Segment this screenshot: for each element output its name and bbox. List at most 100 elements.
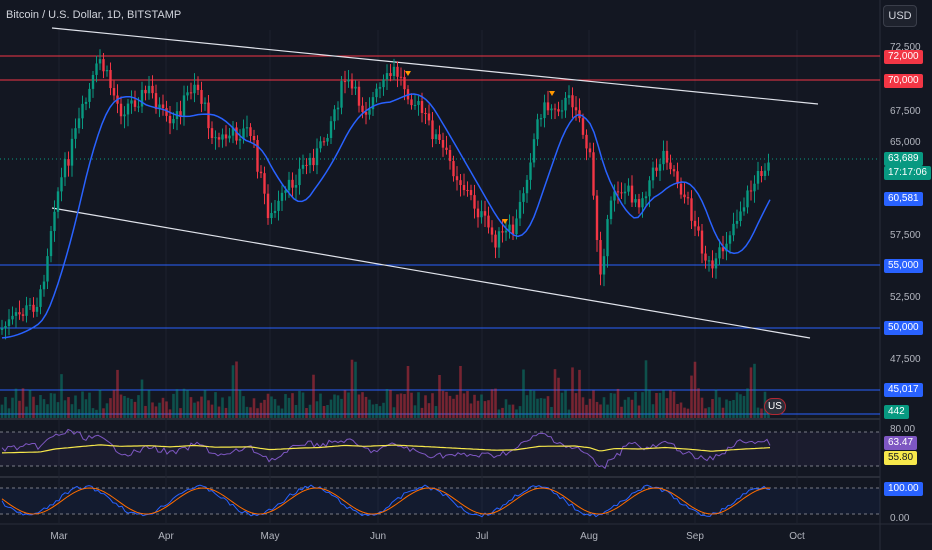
- volume-bar: [105, 403, 109, 418]
- candle-body: [560, 110, 564, 112]
- date-label-mar: Mar: [50, 531, 68, 542]
- rsi-tick: 80.00: [890, 424, 916, 435]
- volume-bar: [735, 392, 739, 418]
- signal-marker-icon: [405, 71, 411, 76]
- candle-body: [399, 76, 403, 78]
- candle-body: [536, 119, 539, 140]
- candle-body: [749, 190, 753, 192]
- volume-bar: [714, 389, 718, 418]
- volume-bar: [725, 399, 728, 418]
- volume-bar: [483, 401, 487, 418]
- candle-body: [179, 111, 182, 118]
- volume-bar: [588, 398, 592, 418]
- volume-bar: [550, 406, 553, 418]
- candle-body: [91, 74, 95, 89]
- volume-bar: [564, 390, 567, 418]
- candle-body: [599, 240, 602, 275]
- candle-body: [322, 141, 326, 143]
- volume-bar: [298, 390, 301, 418]
- signal-marker-icon: [502, 219, 508, 224]
- flag-icon[interactable]: US: [764, 398, 786, 415]
- candle-body: [679, 183, 683, 195]
- volume-bar: [385, 389, 389, 418]
- candle-body: [739, 211, 742, 221]
- candle-body: [245, 127, 249, 129]
- candle-body: [648, 180, 651, 197]
- price-tag-55000: 55,000: [884, 259, 923, 273]
- volume-bar: [389, 389, 392, 418]
- volume-bar: [182, 388, 186, 418]
- candle-body: [144, 89, 147, 94]
- candle-body: [746, 190, 749, 208]
- candle-body: [658, 164, 662, 171]
- candle-body: [578, 110, 581, 119]
- volume-bar: [11, 397, 14, 418]
- candle-body: [126, 103, 130, 115]
- candle-body: [305, 164, 308, 166]
- volume-bar: [739, 394, 742, 418]
- stoch-value-tag: 100.00: [884, 482, 923, 496]
- candle-body: [697, 226, 700, 231]
- candle-body: [235, 127, 238, 141]
- volume-bar: [242, 396, 245, 418]
- candle-body: [14, 312, 18, 316]
- volume-bar: [683, 407, 686, 418]
- candle-body: [431, 120, 434, 140]
- candle-body: [550, 108, 553, 111]
- volume-bar: [18, 400, 21, 418]
- candle-body: [693, 220, 697, 227]
- candle-body: [154, 93, 158, 110]
- candle-body: [270, 213, 273, 219]
- candle-body: [413, 104, 417, 106]
- volume-bar: [410, 392, 413, 418]
- volume-bar: [613, 393, 616, 418]
- volume-bar: [25, 406, 28, 418]
- volume-bar: [651, 404, 655, 418]
- candle-body: [343, 81, 347, 83]
- stoch-tick: 0.00: [890, 513, 910, 524]
- candle-body: [728, 235, 732, 244]
- candle-body: [49, 231, 53, 257]
- volume-bar: [494, 388, 497, 418]
- candle-body: [53, 211, 56, 232]
- candle-body: [217, 137, 221, 140]
- volume-bar: [350, 359, 354, 418]
- volume-bar: [14, 388, 18, 418]
- candle-body: [714, 258, 718, 269]
- candle-body: [70, 138, 74, 166]
- candle-body: [546, 102, 550, 111]
- candle-body: [266, 193, 270, 219]
- volume-bar: [74, 395, 77, 418]
- volume-bar: [378, 406, 382, 418]
- candle-body: [182, 95, 186, 118]
- volume-bar: [756, 407, 760, 418]
- volume-bar: [368, 399, 371, 418]
- candle-body: [378, 87, 382, 89]
- candle-body: [644, 196, 648, 199]
- candle-body: [193, 84, 196, 94]
- volume-bar: [501, 407, 504, 418]
- volume-bar: [546, 396, 550, 418]
- volume-bar: [459, 365, 462, 418]
- volume-bar: [158, 402, 161, 418]
- candle-body: [385, 73, 389, 80]
- volume-bar: [627, 397, 630, 418]
- candle-body: [473, 195, 476, 209]
- volume-bar: [592, 390, 595, 418]
- volume-bar: [697, 388, 700, 418]
- candle-body: [88, 88, 91, 102]
- candle-body: [203, 102, 207, 104]
- candle-body: [753, 183, 756, 192]
- currency-button[interactable]: USD: [883, 5, 917, 27]
- volume-bar: [308, 404, 312, 418]
- volume-bar: [249, 407, 252, 418]
- candle-body: [238, 139, 242, 141]
- volume-bar: [469, 403, 473, 418]
- last-price-tag: 63,689: [884, 152, 923, 166]
- candle-body: [525, 179, 529, 194]
- volume-bar: [742, 395, 746, 418]
- price-tag-72000: 72,000: [884, 50, 923, 64]
- candle-body: [287, 179, 291, 191]
- candle-body: [725, 243, 728, 252]
